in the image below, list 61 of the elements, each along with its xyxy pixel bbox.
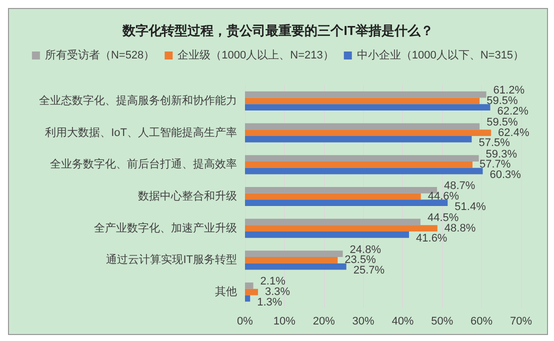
bar	[245, 218, 420, 226]
legend-label: 所有受访者（N=528）	[44, 48, 155, 62]
bar	[245, 98, 480, 104]
data-label: 57.5%	[478, 137, 510, 150]
bar	[245, 136, 472, 142]
bar	[245, 232, 410, 238]
data-label: 48.8%	[444, 222, 476, 234]
y-tick-label: 数据中心整合和升级	[138, 190, 237, 202]
data-label: 51.4%	[454, 200, 486, 213]
y-tick-label: 全业务数字化、前后台打通、提高效率	[50, 158, 237, 171]
data-label: 25.7%	[353, 264, 385, 277]
data-label: 23.5%	[344, 254, 376, 266]
data-label: 59.3%	[486, 148, 518, 160]
bar	[245, 257, 338, 264]
data-label: 24.8%	[350, 244, 382, 256]
bar	[245, 250, 343, 258]
x-tick-label: 20%	[312, 316, 336, 328]
y-tick-label: 利用大数据、IoT、人工智能提高生产率	[45, 126, 237, 139]
bar	[245, 295, 250, 302]
data-label: 60.3%	[490, 169, 522, 182]
data-label: 61.2%	[493, 84, 525, 97]
x-tick-label: 70%	[510, 316, 532, 328]
x-tick-label: 50%	[431, 316, 454, 328]
chart-title: 数字化转型过程，贵公司最重要的三个IT举措是什么？	[122, 23, 434, 38]
x-tick-label: 10%	[273, 316, 296, 328]
bar	[245, 130, 492, 136]
y-tick-label: 通过云计算实现IT服务转型	[106, 253, 237, 266]
bar	[245, 200, 448, 206]
x-tick-label: 60%	[470, 316, 493, 328]
bar	[245, 91, 486, 98]
x-tick-label: 40%	[392, 316, 414, 328]
bar	[245, 161, 473, 168]
data-label: 41.6%	[416, 232, 448, 245]
data-label: 44.6%	[428, 190, 460, 202]
bar	[245, 104, 490, 110]
bar	[245, 155, 479, 162]
bar	[245, 168, 483, 174]
y-tick-label: 全业态数字化、提高服务创新和协作能力	[39, 94, 237, 107]
data-label: 1.3%	[257, 296, 282, 308]
bar	[245, 282, 254, 289]
data-label: 62.2%	[497, 105, 529, 118]
bar	[245, 263, 346, 270]
bar	[245, 225, 438, 232]
x-tick-label: 30%	[352, 316, 375, 328]
y-tick-label: 全产业数字化、加速产业升级	[94, 221, 237, 234]
bar	[245, 193, 421, 200]
legend-label: 企业级（1000人以上、N=213）	[178, 48, 334, 62]
data-label: 2.1%	[260, 276, 286, 288]
data-label: 48.7%	[444, 180, 476, 192]
bar	[245, 288, 258, 296]
data-label: 59.5%	[486, 116, 518, 128]
bar	[245, 186, 438, 194]
data-label: 57.7%	[480, 158, 511, 171]
y-tick-label: 其他	[215, 285, 237, 298]
data-label: 44.5%	[427, 212, 459, 224]
data-label: 62.4%	[498, 126, 530, 139]
bar	[245, 123, 480, 130]
data-label: 59.5%	[486, 94, 518, 107]
data-label: 3.3%	[265, 286, 290, 298]
legend-label: 中小企业（1000人以下、N=315）	[356, 48, 524, 62]
x-tick-label: 0%	[237, 316, 254, 328]
